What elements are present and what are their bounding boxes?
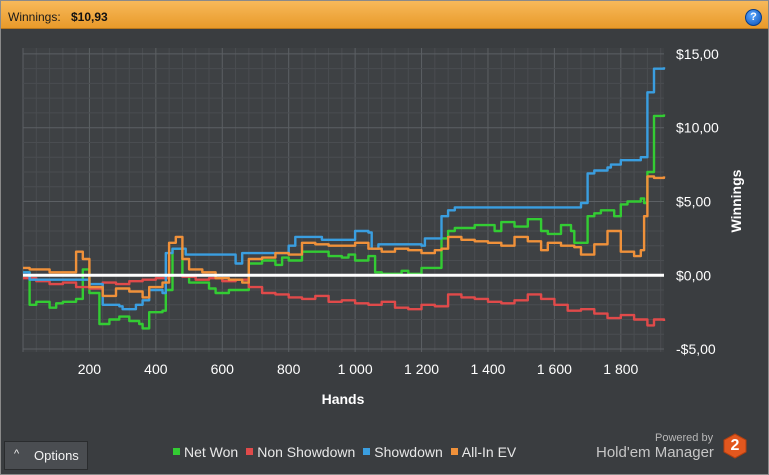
hem2-logo-icon: 2 [722,433,748,459]
legend-swatch-icon [173,448,180,455]
x-tick-label: 600 [211,361,235,377]
y-tick-label: $10,00 [676,120,719,136]
legend-swatch-icon [246,448,254,455]
brand-name: Hold'em Manager [596,444,714,461]
help-icon[interactable]: ? [745,9,762,26]
legend-item-non-showdown[interactable]: Non Showdown [246,444,355,460]
chart-legend: Net Won Non Showdown Showdown All-In EV [173,444,524,462]
legend-label: Showdown [374,444,443,460]
x-tick-label: 800 [277,361,301,377]
legend-swatch-icon [363,448,371,455]
options-label: Options [34,448,79,463]
winnings-label: Winnings: [8,10,61,24]
y-tick-label: -$5,00 [676,341,716,357]
y-axis-label: Winnings [728,169,744,232]
legend-item-all-in-ev[interactable]: All-In EV [450,444,517,460]
legend-label: Non Showdown [257,444,356,460]
title-bar: Winnings: $10,93 ? [1,1,768,29]
legend-item-net-won[interactable]: Net Won [173,444,238,460]
winnings-value: $10,93 [71,10,108,24]
series-line-net-won [23,114,666,330]
series-line-showdown [23,67,666,311]
series-line-non-showdown [23,274,666,327]
y-tick-labels: $15,00 $10,00 $5,00 $0,00 -$5,00 [676,46,719,357]
x-tick-label: 400 [144,361,168,377]
legend-label: Net Won [184,444,239,460]
legend-item-showdown[interactable]: Showdown [363,444,443,460]
legend-label: All-In EV [461,444,517,460]
powered-by-text: Powered by [655,432,714,444]
x-tick-labels: 200 400 600 800 1 000 1 200 1 400 1 600 1 800 [78,361,639,377]
y-tick-label: $5,00 [676,193,711,209]
series-lines [23,67,666,330]
x-tick-label: 1 800 [603,361,638,377]
x-tick-label: 1 600 [537,361,572,377]
y-tick-label: $0,00 [676,267,711,283]
x-tick-label: 1 400 [470,361,505,377]
options-button[interactable]: ^ Options [4,441,88,470]
winnings-chart: 200 400 600 800 1 000 1 200 1 400 1 600 1 800 $1… [22,46,744,407]
x-tick-label: 1 200 [404,361,439,377]
y-tick-label: $15,00 [676,46,719,62]
legend-swatch-icon [450,448,458,455]
x-axis-label: Hands [322,391,365,407]
chevron-up-icon: ^ [14,448,20,460]
x-tick-label: 200 [78,361,102,377]
x-tick-label: 1 000 [338,361,373,377]
series-line-all-in-ev [23,175,666,299]
